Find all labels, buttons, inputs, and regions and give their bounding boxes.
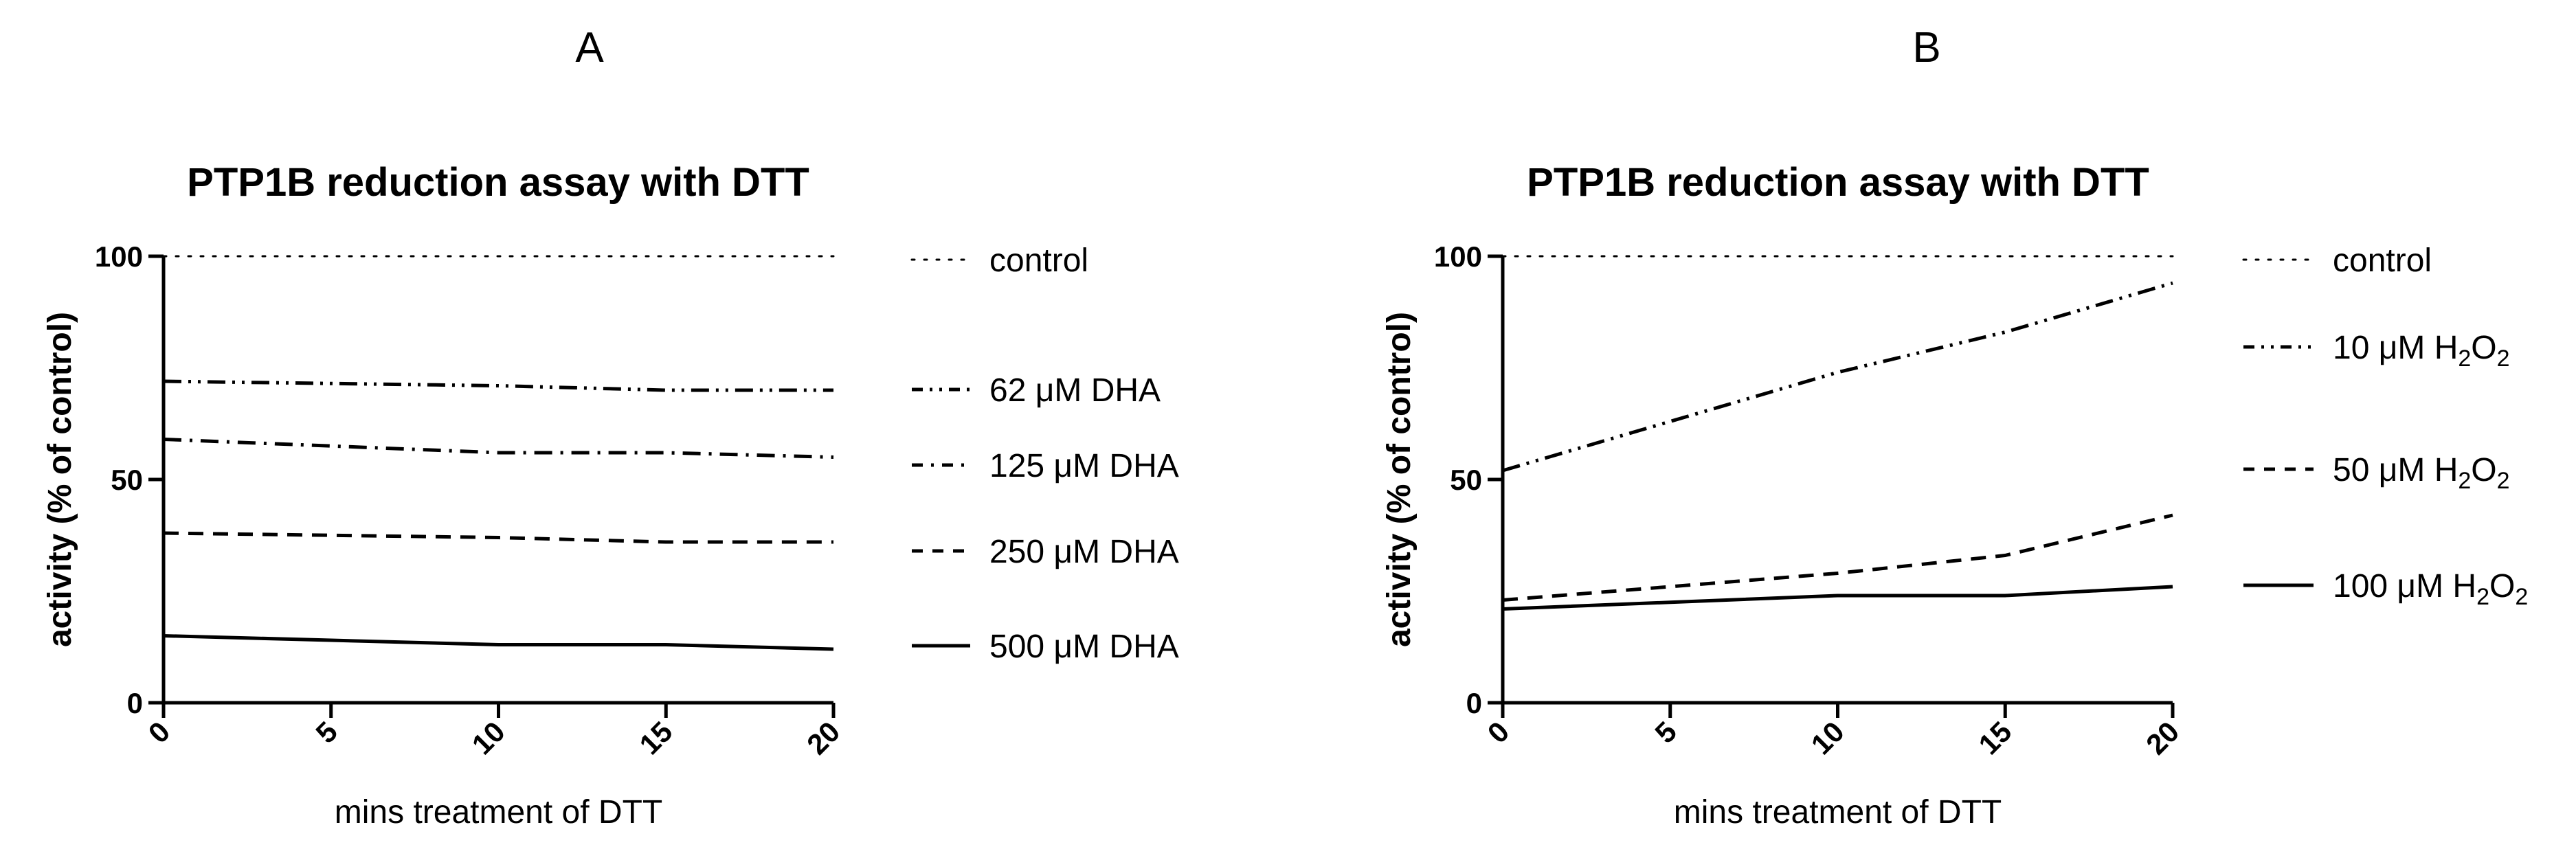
panel-b-series-1-point bbox=[1501, 469, 1505, 473]
panel-b-series-2-legend-label: 50 μM H2O2 bbox=[2333, 452, 2510, 494]
panel-b-series-0-point bbox=[1836, 255, 1839, 258]
panel-a-series-3-line bbox=[163, 531, 833, 544]
panel-b-series-1-point bbox=[1836, 371, 1839, 374]
panel-b-y-tick-label: 100 bbox=[1434, 240, 1482, 273]
panel-b-series-3-point bbox=[1668, 600, 1672, 604]
panel-a-x-tick-label: 20 bbox=[800, 715, 846, 760]
panel-b-series-0-point bbox=[2171, 255, 2175, 258]
panel-b-y-axis-label: activity (% of control) bbox=[1381, 312, 1418, 647]
panel-b-series-3-point bbox=[2004, 594, 2007, 598]
panel-a-chart-title: PTP1B reduction assay with DTT bbox=[187, 160, 809, 205]
panel-a-x-tick-label: 15 bbox=[633, 715, 678, 760]
panel-b-series-3-line bbox=[1502, 585, 2173, 611]
panel-b-series-2-point bbox=[2171, 514, 2175, 517]
panel-a-series-0-point bbox=[832, 255, 836, 258]
panel-b-series-0-point bbox=[2004, 255, 2007, 258]
panel-b-series-1-line bbox=[1502, 281, 2173, 473]
panel-b-series-3-legend-label: 100 μM H2O2 bbox=[2333, 568, 2528, 610]
panel-a-y-tick-label: 100 bbox=[95, 240, 143, 273]
panel-b-series-1-point bbox=[1668, 420, 1672, 423]
panel-a-series-4-point bbox=[832, 648, 836, 651]
panel-b-series-3-point bbox=[1836, 594, 1839, 598]
panel-a-y-tick-label: 0 bbox=[127, 687, 143, 719]
panel-a-series-0-point bbox=[497, 255, 500, 258]
panel-b-series-0-point bbox=[1668, 255, 1672, 258]
panel-a-series-2-point bbox=[664, 451, 668, 455]
panel-a-series-3-point bbox=[497, 536, 500, 539]
panel-b-series-1-legend-label: 10 μM H2O2 bbox=[2333, 330, 2510, 372]
chart-panel-a: PTP1B reduction assay with DTT 0 50 100 0 5 10… bbox=[42, 160, 1179, 831]
panel-a-series-3-point bbox=[832, 541, 836, 544]
panel-a-series-1-legend-label: 62 μM DHA bbox=[989, 372, 1161, 409]
panel-b-series-0-point bbox=[1501, 255, 1505, 258]
panel-b-series-2-point bbox=[2004, 554, 2007, 557]
panel-a-series-0-point bbox=[329, 255, 333, 258]
panel-a-series-1-point bbox=[497, 384, 500, 387]
panel-a-series-4-line bbox=[163, 634, 834, 651]
panel-b-series-2-point bbox=[1668, 585, 1672, 589]
panel-a-x-axis-label: mins treatment of DTT bbox=[335, 794, 662, 831]
panel-a-series-3-point bbox=[329, 534, 333, 537]
panel-a-series-4-point bbox=[329, 639, 333, 642]
panel-a-x-tick-label: 10 bbox=[466, 715, 511, 760]
panel-b-x-tick-label: 15 bbox=[1972, 715, 2017, 760]
panel-b-series-1-point bbox=[2004, 330, 2007, 334]
panel-a-series-4-legend-label: 500 μM DHA bbox=[989, 629, 1179, 665]
panel-a-series-2-point bbox=[497, 451, 500, 455]
panel-a-series-2-point bbox=[162, 438, 166, 441]
panel-a-series-1-point bbox=[329, 382, 333, 385]
panel-b-letter: B bbox=[1912, 24, 1940, 71]
panel-b-series-2-point bbox=[1501, 598, 1505, 602]
panel-a-series-4-point bbox=[497, 643, 500, 646]
panel-b-series-0-legend-label: control bbox=[2333, 242, 2432, 279]
panel-a-series-2-legend-label: 125 μM DHA bbox=[989, 448, 1179, 484]
panel-a-series-1-line bbox=[163, 379, 833, 392]
panel-b-x-tick-label: 20 bbox=[2140, 715, 2185, 760]
panel-a-y-axis-label: activity (% of control) bbox=[42, 312, 78, 647]
panel-b-x-tick-label: 10 bbox=[1805, 715, 1850, 760]
panel-b-x-tick-label: 0 bbox=[1481, 715, 1516, 749]
panel-b-y-tick-label: 50 bbox=[1450, 464, 1482, 496]
panel-b-series-3-point bbox=[1501, 607, 1505, 611]
panel-b-series-1-point bbox=[2171, 282, 2175, 285]
panel-a-series-2-point bbox=[329, 444, 333, 448]
panel-a-series-1-point bbox=[162, 380, 166, 383]
panel-b-x-axis-label: mins treatment of DTT bbox=[1674, 794, 2002, 831]
panel-b-x-tick-label: 5 bbox=[1648, 715, 1683, 749]
panel-b-series-3-point bbox=[2171, 585, 2175, 589]
panel-a-series-3-legend-label: 250 μM DHA bbox=[989, 534, 1179, 570]
panel-a-series-1-point bbox=[832, 389, 836, 392]
panel-a-series-0-point bbox=[664, 255, 668, 258]
panel-a-x-tick-label: 0 bbox=[142, 715, 177, 749]
chart-panel-b: PTP1B reduction assay with DTT 0 50 100 0 5 10… bbox=[1381, 160, 2528, 831]
panel-a-series-2-line bbox=[163, 438, 834, 459]
panel-a-letter: A bbox=[575, 24, 604, 71]
panel-a-series-2-point bbox=[832, 455, 836, 459]
panel-a-x-tick-label: 5 bbox=[309, 715, 344, 749]
panel-b-y-tick-label: 0 bbox=[1466, 687, 1482, 719]
panel-b-series-2-point bbox=[1836, 572, 1839, 575]
panel-a-series-0-point bbox=[162, 255, 166, 258]
panel-a-y-tick-label: 50 bbox=[111, 464, 143, 496]
panel-a-series-4-point bbox=[664, 643, 668, 646]
panel-a-series-3-point bbox=[664, 541, 668, 544]
panel-a-series-3-point bbox=[162, 532, 166, 535]
panel-a-series-0-legend-label: control bbox=[989, 242, 1088, 279]
panel-a-series-4-point bbox=[162, 634, 166, 637]
panel-a-series-1-point bbox=[664, 389, 668, 392]
panel-b-series-2-line bbox=[1502, 513, 2173, 602]
panel-b-chart-title: PTP1B reduction assay with DTT bbox=[1527, 160, 2149, 205]
